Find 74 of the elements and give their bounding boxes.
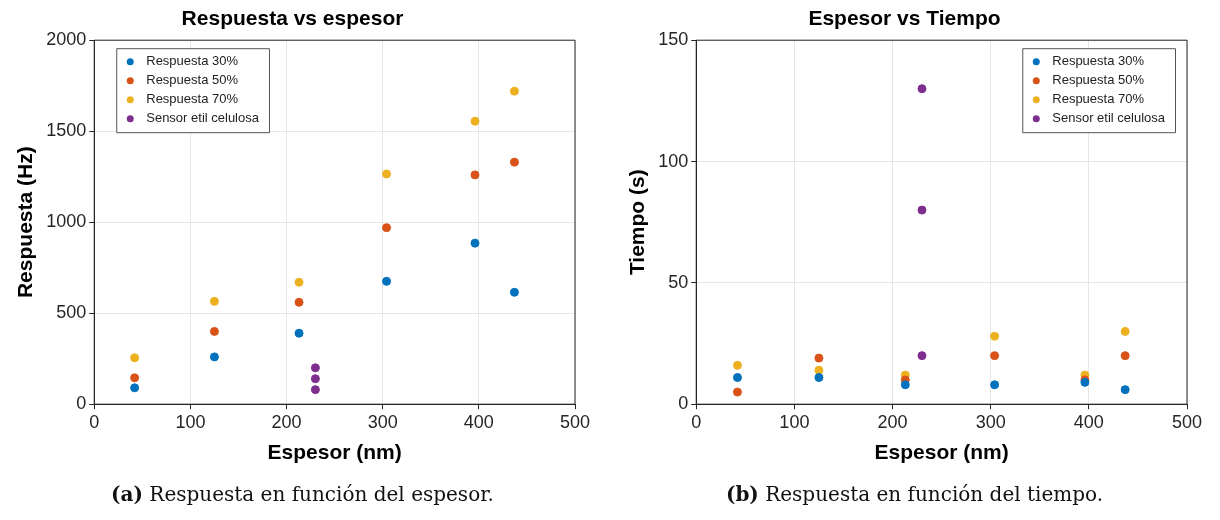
x-tick-label: 300 [975,411,1006,432]
point [917,205,927,215]
y-tick-label: 1500 [46,120,87,141]
point [130,383,140,393]
point [294,328,304,338]
x-axis-title: Espesor (nm) [267,440,402,464]
x-tick-label: 100 [175,411,206,432]
x-tick-label: 0 [89,411,100,432]
x-tick-label: 200 [271,411,302,432]
point [732,373,742,383]
point [1120,385,1130,395]
point [470,170,480,180]
point [310,385,320,395]
legend-label: Respuesta 50% [1052,72,1145,88]
chart-title: Espesor vs Tiempo [808,6,1001,30]
x-tick-label: 100 [779,411,810,432]
point [990,380,1000,390]
point [310,363,320,373]
y-tick-label: 0 [678,393,689,414]
y-tick-label: 50 [668,271,689,292]
point [382,169,392,179]
point [470,238,480,248]
y-tick-label: 100 [658,150,689,171]
point [130,373,140,383]
legend-label: Respuesta 70% [1052,91,1145,107]
x-tick-label: 0 [691,411,702,432]
legend-label: Respuesta 30% [1052,53,1145,69]
x-axis-title: Espesor (nm) [874,440,1009,464]
point [1120,326,1130,336]
point [917,351,927,361]
point [382,276,392,286]
text: (a) Respuesta en función del espesor. [110,482,495,506]
point [509,287,519,297]
point [509,157,519,167]
point [732,360,742,370]
legend-label: Sensor etil celulosa [146,110,260,126]
y-tick-label: 2000 [46,29,87,50]
x-tick-label: 500 [559,411,591,432]
legend-label: Respuesta 50% [146,72,239,88]
point [209,352,219,362]
point [814,365,824,375]
text: (b) Respuesta en función del tiempo. [724,482,1105,506]
point [814,353,824,363]
point [732,387,742,397]
point [509,86,519,96]
x-tick-label: 400 [1073,411,1104,432]
point [917,84,927,94]
point [990,351,1000,361]
point [470,116,480,126]
y-axis-title: Respuesta (Hz) [13,146,37,299]
y-axis-title: Tiempo (s) [625,169,649,276]
y-tick-label: 500 [56,302,87,323]
point [1120,351,1130,361]
legend-label: Respuesta 30% [146,53,239,69]
point [130,353,140,363]
point [310,374,320,384]
point [294,297,304,307]
point [382,223,392,233]
point [814,373,824,383]
y-tick-label: 0 [76,393,87,414]
point [209,326,219,336]
point [209,296,219,306]
point [294,277,304,287]
legend-label: Respuesta 70% [146,91,239,107]
y-tick-label: 1000 [46,211,87,232]
legend-label: Sensor etil celulosa [1052,110,1166,126]
x-tick-label: 200 [877,411,908,432]
x-tick-label: 500 [1171,411,1203,432]
y-tick-label: 150 [658,29,689,50]
chart-title: Respuesta vs espesor [181,6,404,30]
point [990,331,1000,341]
x-tick-label: 300 [367,411,398,432]
point [900,380,910,390]
x-tick-label: 400 [463,411,494,432]
